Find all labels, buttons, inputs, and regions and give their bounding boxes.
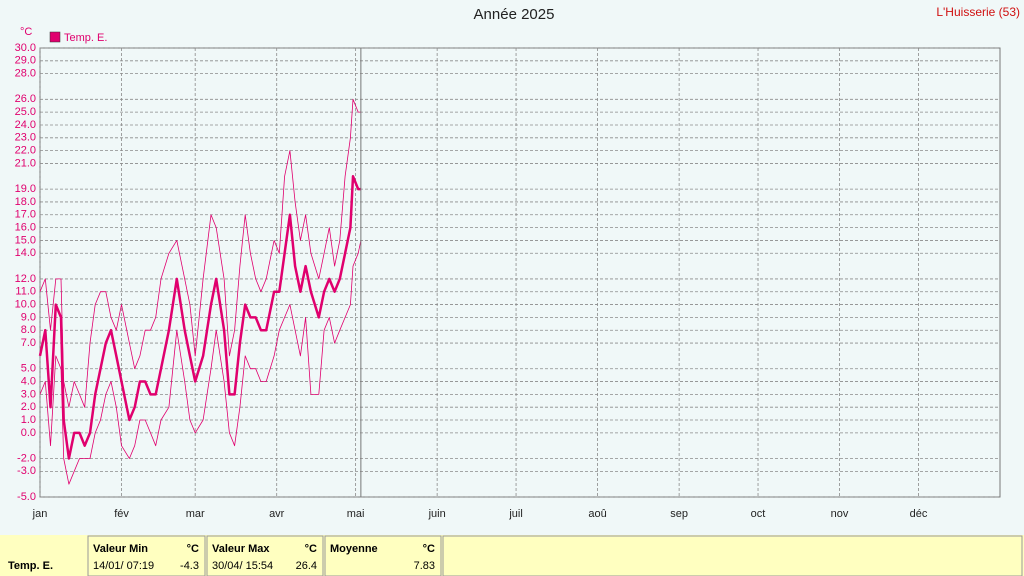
summary-date: 14/01/ 07:19	[93, 560, 154, 572]
x-tick-label: aoû	[588, 508, 606, 520]
x-tick-label: juil	[508, 508, 522, 520]
y-tick-label: 11.0	[15, 286, 36, 298]
y-tick-label: 29.0	[15, 55, 36, 67]
y-tick-label: 22.0	[15, 145, 36, 157]
temperature-line	[38, 175, 361, 460]
y-tick-label: 19.0	[15, 183, 36, 195]
y-tick-label: 3.0	[21, 388, 36, 400]
y-tick-label: 28.0	[15, 68, 36, 80]
station: L'Huisserie (53)	[936, 5, 1020, 19]
summary-title: Valeur Min	[93, 543, 148, 555]
chart-title: Année 2025	[474, 6, 555, 23]
y-tick-label: 23.0	[15, 132, 36, 144]
y-tick-label: 12.0	[15, 273, 36, 285]
summary-cell	[206, 535, 324, 576]
y-tick-label: -3.0	[17, 465, 36, 477]
x-tick-label: sep	[670, 508, 688, 520]
plot-area	[39, 47, 1001, 498]
summary-value: 26.4	[296, 560, 317, 572]
x-tick-label: avr	[269, 508, 285, 520]
x-tick-label: jan	[32, 508, 48, 520]
y-tick-label: 2.0	[21, 401, 36, 413]
summary-panel	[0, 535, 1024, 576]
y-tick-label: 15.0	[15, 234, 36, 246]
y-tick-label: 1.0	[21, 414, 36, 426]
y-tick-label: 14.0	[15, 247, 36, 259]
summary-unit: °C	[423, 543, 435, 555]
x-tick-label: déc	[910, 508, 928, 520]
temperature-line	[39, 240, 362, 485]
y-tick-label: -5.0	[17, 491, 36, 503]
temperature-line	[39, 98, 361, 408]
y-tick-label: 30.0	[15, 42, 36, 54]
y-tick-label: 7.0	[21, 337, 36, 349]
x-tick-label: juin	[428, 508, 446, 520]
y-tick-label: 5.0	[21, 363, 36, 375]
summary-unit: °C	[305, 543, 317, 555]
y-tick-label: 10.0	[15, 298, 36, 310]
summary-title: Valeur Max	[212, 543, 270, 555]
y-tick-label: 24.0	[15, 119, 36, 131]
summary-unit: °C	[187, 543, 199, 555]
summary-value: 7.83	[414, 560, 435, 572]
y-tick-label: -2.0	[17, 452, 36, 464]
y-tick-label: 8.0	[21, 324, 36, 336]
y-tick-label: 25.0	[15, 106, 36, 118]
y-tick-label: 0.0	[21, 427, 36, 439]
x-tick-label: fév	[114, 508, 129, 520]
x-tick-label: nov	[831, 508, 849, 520]
summary-cell	[442, 535, 1023, 576]
legend-swatch	[49, 31, 61, 43]
y-tick-label: 18.0	[15, 196, 36, 208]
legend-label: Temp. E.	[64, 32, 107, 44]
y-tick-label: 16.0	[15, 222, 36, 234]
summary-date: 30/04/ 15:54	[212, 560, 273, 572]
summary-label: Temp. E.	[8, 560, 53, 572]
x-tick-label: mar	[186, 508, 205, 520]
summary-value: -4.3	[180, 560, 199, 572]
y-tick-label: 17.0	[15, 209, 36, 221]
summary-cell	[87, 535, 206, 576]
summary-cell	[324, 535, 442, 576]
y-tick-label: 26.0	[15, 93, 36, 105]
y-unit: °C	[20, 26, 32, 38]
y-tick-label: 4.0	[21, 375, 36, 387]
x-tick-label: mai	[347, 508, 365, 520]
x-tick-label: oct	[751, 508, 766, 520]
y-tick-label: 21.0	[15, 157, 36, 169]
y-tick-label: 9.0	[21, 311, 36, 323]
summary-title: Moyenne	[330, 543, 378, 555]
